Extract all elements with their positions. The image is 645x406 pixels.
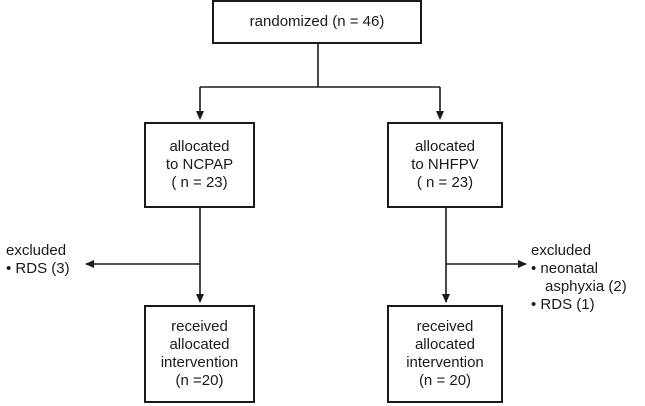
left-excluded-note: excluded • RDS (3) [6, 242, 70, 278]
right-excluded-item-1: • neonatal [531, 260, 598, 277]
nhfpv-line-3: ( n = 23) [416, 174, 474, 191]
right-excluded-note: excluded • neonatal asphyxia (2) • RDS (… [531, 242, 627, 314]
nhfpv-line-2: to NHFPV [411, 156, 479, 173]
ncpap-line-1: allocated [169, 138, 230, 155]
right-excluded-item-3: • RDS (1) [531, 296, 595, 313]
nhfpv-line-1: allocated [414, 138, 476, 155]
nhfpv-received-line-2: allocated [414, 336, 476, 353]
nhfpv-received-line-4: (n = 20) [418, 372, 472, 389]
ncpap-received-line-3: intervention [160, 354, 239, 371]
randomized-box: randomized (n = 46) [212, 0, 422, 44]
ncpap-line-2: to NCPAP [165, 156, 234, 173]
nhfpv-received-line-3: intervention [406, 354, 484, 371]
ncpap-received-line-1: received [171, 318, 228, 335]
ncpap-received-box: received allocated intervention (n =20) [144, 305, 255, 403]
nhfpv-received-line-1: received [416, 318, 474, 335]
ncpap-received-line-2: allocated [169, 336, 230, 353]
nhfpv-received-box: received allocated intervention (n = 20) [387, 305, 503, 403]
right-excluded-title: excluded [531, 242, 592, 259]
right-excluded-item-2: asphyxia (2) [545, 278, 627, 295]
nhfpv-allocated-box: allocated to NHFPV ( n = 23) [387, 122, 503, 208]
left-excluded-title: excluded [6, 242, 67, 259]
ncpap-received-line-4: (n =20) [175, 372, 224, 389]
randomized-label: randomized (n = 46) [249, 13, 385, 30]
ncpap-allocated-box: allocated to NCPAP ( n = 23) [144, 122, 255, 208]
ncpap-line-3: ( n = 23) [171, 174, 228, 191]
left-excluded-item-1: • RDS (3) [6, 260, 70, 277]
